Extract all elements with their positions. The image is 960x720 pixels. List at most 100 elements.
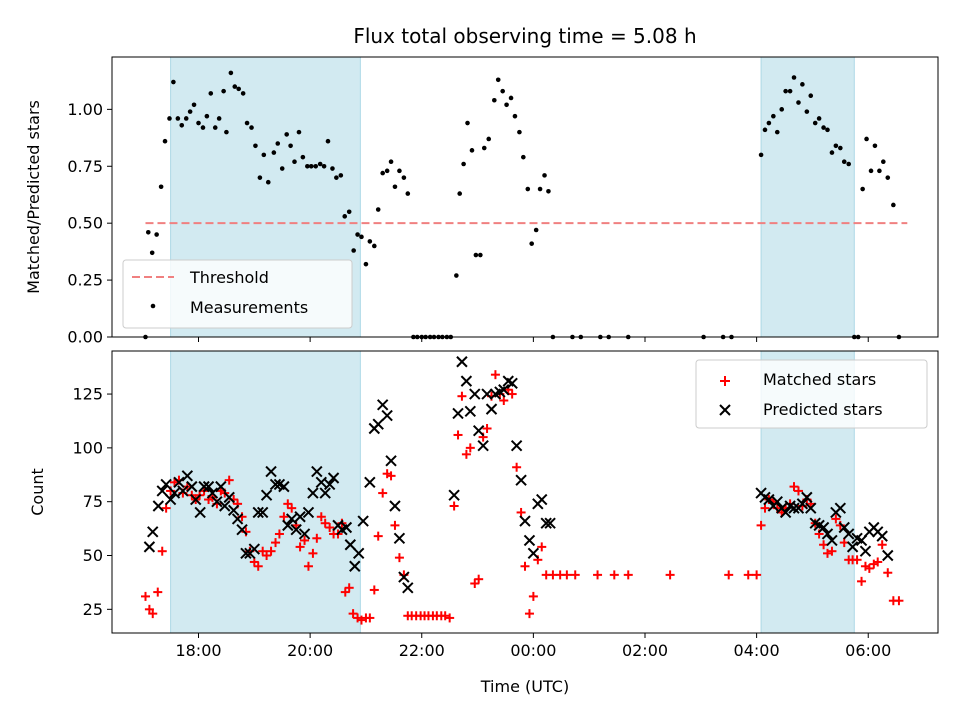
predicted-star-point [311, 465, 323, 478]
predicted-star-point [340, 521, 353, 534]
predicted-star-point [805, 502, 817, 514]
measurement-point [872, 143, 878, 149]
predicted-star-point [265, 465, 277, 478]
measurement-point [388, 159, 394, 165]
measurement-point [877, 168, 882, 174]
measurement-point [275, 141, 281, 146]
predicted-star-point [448, 489, 460, 501]
predicted-star-point [202, 480, 215, 493]
measurement-point [771, 113, 776, 119]
measurement-point [816, 116, 822, 121]
measurement-point [191, 102, 197, 108]
measurement-point [232, 84, 238, 89]
predicted-star-point [252, 506, 264, 519]
measurement-point [196, 120, 201, 126]
measurement-point [546, 189, 551, 194]
ratio-x-ticks [198, 337, 869, 342]
predicted-star-point [298, 528, 311, 540]
x-tick-label: 20:00 [287, 641, 333, 660]
matched-star-point [344, 583, 354, 593]
measurement-point [504, 102, 509, 108]
predicted-star-point [319, 487, 331, 499]
matched-star-point [369, 585, 379, 595]
measurement-point [288, 143, 293, 149]
predicted-star-point [846, 541, 859, 553]
measurement-point [517, 129, 522, 135]
x-tick-label: 00:00 [510, 641, 556, 660]
matched-star-point [386, 471, 396, 481]
chart-title: Flux total observing time = 5.08 h [353, 24, 696, 48]
matched-star-point [593, 570, 603, 580]
measurement-point [779, 107, 785, 112]
matched-star-point [883, 568, 893, 578]
measurement-point [469, 148, 475, 153]
counts-x-axis-label: Time (UTC) [480, 677, 569, 696]
matched-star-point [516, 507, 526, 517]
measurement-point [881, 159, 886, 165]
measurement-point [355, 232, 360, 237]
predicted-star-point [826, 534, 838, 547]
predicted-star-point [211, 495, 223, 508]
measurement-point [216, 116, 222, 121]
measurement-point [380, 170, 385, 176]
measurement-point [500, 88, 505, 94]
predicted-star-point [294, 511, 306, 523]
matched-star-point [390, 520, 400, 530]
ratio-panel: 0.00 0.25 0.50 0.75 1.00 Matched/Predicted s… [24, 56, 939, 347]
measurement-point [521, 154, 526, 160]
measurement-point [825, 127, 830, 133]
measurement-point [317, 161, 323, 167]
measurement-point [841, 159, 847, 165]
measurement-point [158, 184, 164, 190]
x-tick-label: 06:00 [845, 641, 891, 660]
measurement-point [885, 175, 891, 180]
y-tick-label: 0.00 [67, 328, 103, 347]
measurement-point [271, 150, 277, 155]
measurement-point [800, 82, 805, 87]
measurement-point [486, 136, 492, 142]
measurement-point [228, 70, 234, 76]
matched-star-point [537, 542, 547, 552]
predicted-star-point [540, 517, 552, 529]
matched-star-point [873, 557, 883, 567]
measurement-point [542, 173, 547, 178]
predicted-star-point [801, 491, 813, 504]
predicted-star-point [231, 513, 244, 525]
matched-star-point [623, 570, 633, 580]
matched-star-point [789, 482, 799, 492]
measurement-point [533, 227, 539, 233]
measurement-point [473, 252, 479, 258]
measurement-point [762, 127, 768, 133]
measurement-point [208, 91, 214, 96]
measurement-point [261, 152, 267, 158]
matched-star-point [295, 542, 305, 552]
measurement-point [492, 97, 497, 103]
matched-star-point [512, 462, 522, 472]
measurement-point [162, 138, 168, 144]
predicted-star-points [143, 356, 894, 594]
measurement-point [891, 202, 896, 208]
predicted-star-point [302, 506, 315, 519]
ratio-axes-frame [111, 56, 939, 338]
predicted-star-point [460, 375, 473, 387]
measurement-point [796, 100, 801, 105]
y-tick-label: 50 [83, 546, 103, 565]
observing-span-1 [170, 350, 361, 634]
legend-matched-label: Matched stars [763, 370, 876, 389]
matched-star-point [394, 553, 404, 563]
measurement-point [367, 239, 373, 244]
predicted-star-point [456, 356, 468, 368]
predicted-star-point [817, 521, 830, 534]
y-tick-label: 100 [72, 438, 103, 457]
ratio-legend-box [122, 259, 353, 329]
measurement-point [313, 163, 319, 169]
measurement-point [325, 138, 331, 144]
measurement-point [838, 145, 843, 151]
measurement-point [405, 191, 411, 196]
measurement-point [300, 154, 306, 160]
matched-star-point [760, 503, 770, 513]
predicted-star-point [160, 478, 172, 491]
measurement-point [154, 232, 159, 237]
measurement-point [392, 184, 398, 190]
